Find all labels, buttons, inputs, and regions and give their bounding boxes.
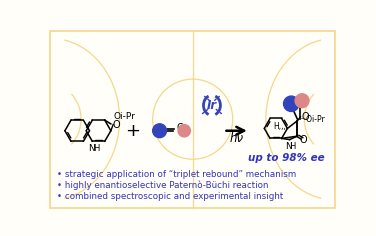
Text: Oi-Pr: Oi-Pr xyxy=(113,113,135,122)
Text: H: H xyxy=(290,142,296,151)
Text: • highly enantioselective Paternò-Büchi reaction: • highly enantioselective Paternò-Büchi … xyxy=(57,181,269,190)
Text: H: H xyxy=(93,144,99,153)
Text: O: O xyxy=(300,135,307,145)
Text: • combined spectroscopic and experimental insight: • combined spectroscopic and experimenta… xyxy=(57,192,284,201)
Text: O: O xyxy=(301,112,309,122)
Text: N: N xyxy=(285,142,292,151)
Circle shape xyxy=(295,94,309,108)
Circle shape xyxy=(284,96,299,111)
Text: N: N xyxy=(88,144,95,153)
Text: O: O xyxy=(112,120,120,130)
Text: up to 98% ee: up to 98% ee xyxy=(248,153,325,163)
Text: +: + xyxy=(125,122,140,140)
Text: ···Oi-Pr: ···Oi-Pr xyxy=(299,115,325,124)
Text: • strategic application of “triplet rebound” mechanism: • strategic application of “triplet rebo… xyxy=(57,170,296,179)
Text: hν: hν xyxy=(229,132,244,145)
Text: Ir: Ir xyxy=(207,99,217,112)
Circle shape xyxy=(178,125,190,137)
Circle shape xyxy=(153,124,167,138)
Text: H,,,: H,,, xyxy=(273,122,286,131)
Text: O: O xyxy=(176,123,184,133)
